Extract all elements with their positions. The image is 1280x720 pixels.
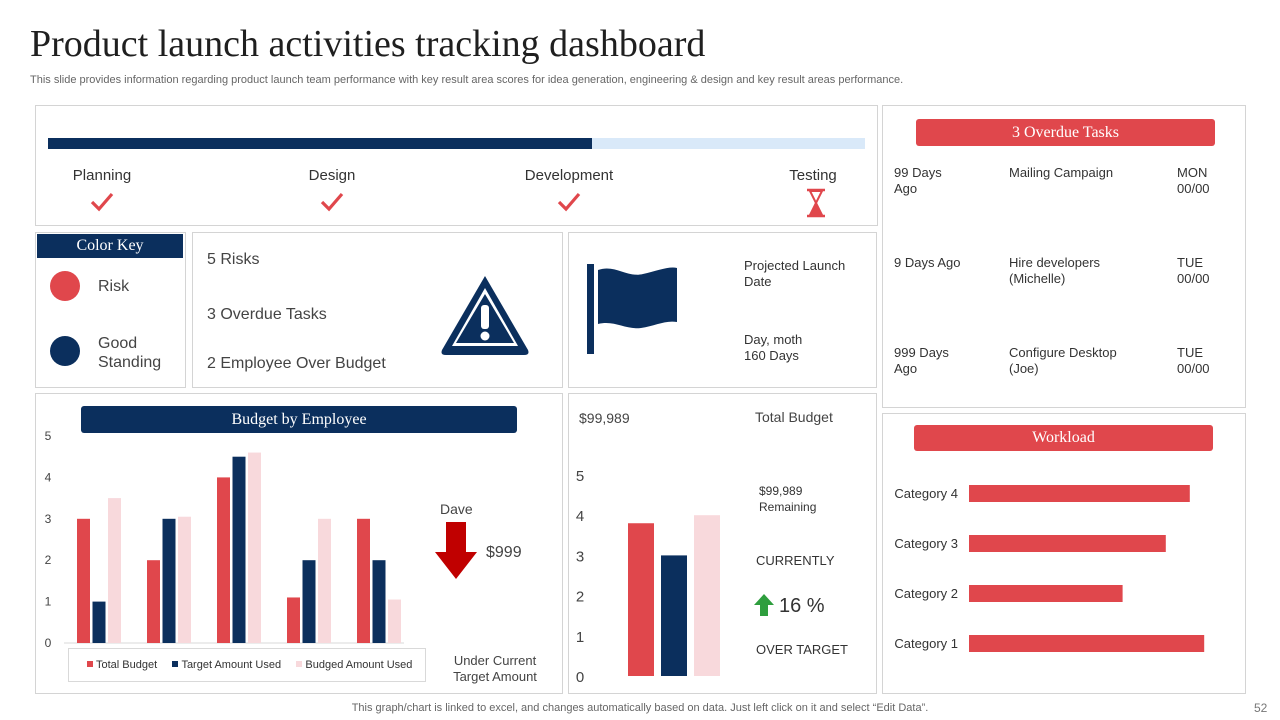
page-subtitle: This slide provides information regardin… xyxy=(30,74,904,86)
bar-total-budget xyxy=(287,597,300,643)
task-days-ago: 99 Days Ago xyxy=(894,165,942,196)
y-tick-label: 5 xyxy=(45,429,52,443)
phase-label-development: Development xyxy=(524,167,614,184)
footer-note: This graph/chart is linked to excel, and… xyxy=(351,702,929,714)
overdue-panel xyxy=(882,105,1246,408)
risk-label: Risk xyxy=(98,278,130,295)
over-target-label: OVER TARGET xyxy=(756,642,848,657)
y-tick-label: 1 xyxy=(576,629,584,646)
down-arrow-icon xyxy=(435,522,477,579)
launch-label: Projected Launch Date xyxy=(744,258,846,289)
remaining-text: $99,989 Remaining xyxy=(759,484,817,514)
budget-employee-panel xyxy=(35,393,563,694)
page-title: Product launch activities tracking dashb… xyxy=(30,23,706,65)
bar-target-amount-used xyxy=(162,518,176,643)
callout-value: $999 xyxy=(486,544,522,561)
workload-category-label: Category 3 xyxy=(894,536,958,551)
total-budget-label: Total Budget xyxy=(755,409,833,425)
workload-bar xyxy=(969,635,1205,652)
task-name: Mailing Campaign xyxy=(1009,165,1114,180)
launch-value: Day, moth 160 Days xyxy=(744,332,803,363)
progress-track xyxy=(48,138,865,149)
phase-label-planning: Planning xyxy=(72,167,132,184)
hourglass-icon xyxy=(807,188,825,218)
total-budget-chart: 0 1 2 3 4 5 xyxy=(576,468,720,686)
workload-bar xyxy=(969,485,1190,502)
task-name: Configure Desktop (Joe) xyxy=(1009,345,1117,376)
over-budget-count: 2 Employee Over Budget xyxy=(207,355,386,372)
bar-total-budget xyxy=(357,518,370,643)
bar-budged-amount-used xyxy=(694,515,720,676)
y-tick-label: 3 xyxy=(45,512,52,526)
workload-chart: Category 4 Category 3 Category 2 Category 1 xyxy=(894,485,1205,652)
y-tick-label: 0 xyxy=(576,669,584,686)
check-icon xyxy=(320,192,344,212)
bar-budged-amount-used xyxy=(178,516,191,643)
check-icon xyxy=(557,192,581,212)
bar-budged-amount-used xyxy=(318,518,331,643)
budget-employee-chart: 0 1 2 3 4 5 xyxy=(45,429,404,650)
risks-count: 5 Risks xyxy=(207,251,260,268)
good-standing-label: Good Standing xyxy=(98,335,162,371)
total-budget-amount: $99,989 xyxy=(579,410,630,426)
y-tick-label: 4 xyxy=(576,508,584,525)
workload-category-label: Category 2 xyxy=(894,586,958,601)
callout-note: Under Current Target Amount xyxy=(453,653,537,684)
callout-name: Dave xyxy=(440,501,473,517)
legend-target-used: Target Amount Used xyxy=(172,659,281,671)
legend-budged-used: Budged Amount Used xyxy=(296,659,412,671)
workload-title: Workload xyxy=(914,425,1213,451)
bar-total-budget xyxy=(147,560,160,643)
budget-employee-legend: Total Budget Target Amount Used Budged A… xyxy=(68,648,426,682)
check-icon xyxy=(90,192,114,212)
warning-icon xyxy=(441,276,529,355)
phase-label-design: Design xyxy=(308,167,356,184)
legend-total-budget: Total Budget xyxy=(87,659,157,671)
color-key-title: Color Key xyxy=(37,234,183,258)
bar-budged-amount-used xyxy=(388,599,401,643)
overdue-count: 3 Overdue Tasks xyxy=(207,306,327,323)
good-standing-dot xyxy=(50,336,80,366)
up-arrow-icon xyxy=(754,594,774,616)
bar-target-amount-used xyxy=(92,601,106,643)
workload-bar xyxy=(969,535,1166,552)
budget-employee-title: Budget by Employee xyxy=(81,406,517,433)
workload-category-label: Category 4 xyxy=(894,486,958,501)
task-date: TUE 00/00 xyxy=(1177,345,1210,376)
phase-label-testing: Testing xyxy=(789,167,837,184)
bar-target-amount-used xyxy=(372,560,386,643)
bar-target-amount-used xyxy=(302,560,316,643)
workload-category-label: Category 1 xyxy=(894,636,958,651)
flag-icon xyxy=(587,264,677,354)
risk-dot xyxy=(50,271,80,301)
y-tick-label: 5 xyxy=(576,468,584,485)
page-number: 52 xyxy=(1254,701,1268,715)
bar-total-budget xyxy=(628,523,654,676)
bar-budged-amount-used xyxy=(248,452,261,643)
bar-total-budget xyxy=(77,518,90,643)
progress-fill xyxy=(48,138,593,149)
y-tick-label: 2 xyxy=(45,553,52,567)
y-tick-label: 2 xyxy=(576,589,584,606)
bar-target-amount-used xyxy=(232,456,246,643)
workload-bar xyxy=(969,585,1123,602)
task-date: TUE 00/00 xyxy=(1177,255,1210,286)
bar-budged-amount-used xyxy=(108,498,121,643)
task-name: Hire developers (Michelle) xyxy=(1009,255,1101,286)
overdue-title: 3 Overdue Tasks xyxy=(916,119,1215,146)
bar-target-amount-used xyxy=(661,555,687,676)
task-days-ago: 9 Days Ago xyxy=(894,255,961,270)
bar-total-budget xyxy=(217,477,230,643)
y-tick-label: 0 xyxy=(45,636,52,650)
task-date: MON 00/00 xyxy=(1177,165,1210,196)
y-tick-label: 4 xyxy=(45,470,52,484)
progress-panel xyxy=(35,105,878,226)
task-days-ago: 999 Days Ago xyxy=(894,345,949,376)
color-key-panel xyxy=(35,232,186,388)
percent-value: 16 % xyxy=(779,595,825,617)
currently-label: CURRENTLY xyxy=(756,553,835,568)
y-tick-label: 3 xyxy=(576,548,584,565)
y-tick-label: 1 xyxy=(45,595,52,609)
total-budget-panel xyxy=(568,393,877,694)
